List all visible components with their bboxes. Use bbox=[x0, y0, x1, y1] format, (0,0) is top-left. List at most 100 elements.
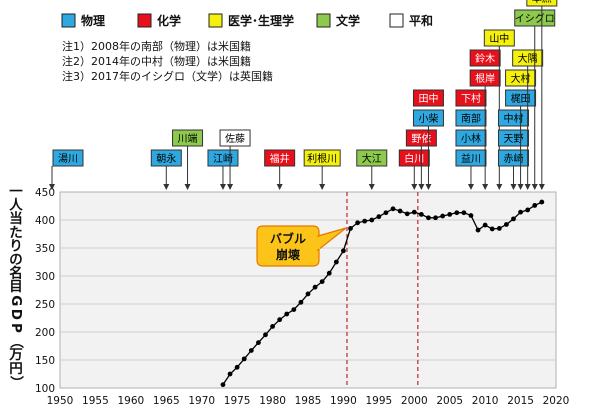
laureate-box-11 bbox=[412, 89, 444, 107]
legend-label-4: 平和 bbox=[409, 13, 433, 28]
ylabel-char-1: 人 bbox=[9, 198, 23, 214]
laureate-arrow-head-2016 bbox=[524, 184, 531, 190]
ylabel-char-13: 円 bbox=[9, 361, 23, 377]
ylabel-char-9: D bbox=[8, 309, 24, 320]
laureate-arrow-head-2012 bbox=[496, 184, 503, 190]
x-tick-label-4: 1970 bbox=[188, 395, 215, 407]
laureate-name-14: 南部 bbox=[461, 112, 481, 125]
footnote-2: 注2）2014年の中村（物理）は米国籍 bbox=[62, 54, 251, 68]
laureate-arrow-head-1968 bbox=[184, 184, 191, 190]
laureate-arrow-head-2010 bbox=[482, 184, 489, 190]
ylabel-char-0: 一 bbox=[9, 184, 23, 200]
laureate-name-8: 白川 bbox=[404, 152, 424, 165]
footnote-1: 注1）2008年の南部（物理）は米国籍 bbox=[62, 39, 251, 53]
data-point-2000 bbox=[411, 209, 417, 215]
y-tick-label-0: 100 bbox=[35, 383, 55, 395]
data-point-2018 bbox=[539, 199, 545, 205]
y-tick-label-2: 200 bbox=[35, 327, 55, 339]
y-tick-label-6: 400 bbox=[35, 215, 55, 227]
x-tick-label-3: 1965 bbox=[153, 395, 180, 407]
data-point-1975 bbox=[234, 364, 240, 370]
laureate-arrow-head-1987 bbox=[319, 184, 326, 190]
data-point-2012 bbox=[496, 226, 502, 231]
data-point-2013 bbox=[504, 222, 509, 227]
callout-line-2: 崩壊 bbox=[276, 247, 301, 262]
data-point-1984 bbox=[298, 299, 304, 305]
laureate-name-15: 下村 bbox=[461, 92, 481, 105]
data-point-2014 bbox=[511, 216, 516, 222]
data-point-1994 bbox=[369, 217, 375, 223]
laureate-arrow-head-2017 bbox=[531, 184, 538, 190]
data-point-1997 bbox=[390, 206, 396, 212]
data-point-1982 bbox=[284, 311, 290, 317]
data-point-2006 bbox=[454, 210, 460, 216]
laureate-name-5: 福井 bbox=[270, 152, 290, 165]
legend-label-0: 物理 bbox=[81, 13, 105, 28]
data-point-1998 bbox=[397, 208, 403, 214]
y-tick-label-1: 150 bbox=[35, 355, 55, 367]
ylabel-char-12: 万 bbox=[8, 347, 23, 363]
laureate-arrow-head-2000 bbox=[411, 184, 418, 190]
laureate-name-21: 中村 bbox=[503, 112, 523, 125]
legend-label-1: 化学 bbox=[157, 13, 181, 28]
laureate-box-15 bbox=[455, 89, 487, 107]
data-point-1990 bbox=[341, 248, 346, 254]
laureate-name-25: イシグロ bbox=[515, 12, 555, 25]
y-tick-label-4: 300 bbox=[35, 271, 55, 283]
ylabel-char-10: P bbox=[8, 323, 24, 333]
ylabel-char-14: ） bbox=[8, 376, 24, 390]
laureate-name-6: 利根川 bbox=[307, 152, 337, 165]
x-tick-label-13: 2015 bbox=[507, 395, 534, 407]
laureate-name-4: 佐藤 bbox=[225, 133, 245, 145]
laureate-arrow-head-1981 bbox=[276, 184, 283, 190]
data-point-1992 bbox=[355, 220, 360, 226]
laureate-name-13: 小林 bbox=[461, 132, 481, 145]
data-point-1991 bbox=[348, 226, 353, 231]
data-point-1976 bbox=[241, 356, 247, 362]
ylabel-char-6: 名 bbox=[9, 265, 23, 282]
data-point-1993 bbox=[362, 218, 368, 224]
y-tick-label-3: 250 bbox=[35, 299, 55, 311]
laureate-arrow-head-1949 bbox=[49, 184, 55, 190]
laureate-arrow-head-1965 bbox=[163, 184, 170, 190]
laureate-name-24: 大隅 bbox=[518, 52, 538, 65]
laureate-name-23: 大村 bbox=[511, 72, 531, 85]
plot-area bbox=[59, 191, 557, 389]
data-point-1987 bbox=[319, 279, 325, 284]
series-line-0 bbox=[222, 201, 543, 385]
laureate-name-26: 本庶 bbox=[532, 0, 552, 5]
laureate-name-2: 川端 bbox=[178, 132, 198, 145]
laureate-arrow-head-2002 bbox=[425, 184, 432, 190]
ylabel-char-11: （ bbox=[8, 335, 24, 349]
data-point-1979 bbox=[263, 332, 268, 338]
data-point-1977 bbox=[248, 348, 254, 353]
data-point-2011 bbox=[489, 226, 495, 232]
y-axis-ticks: 100 150 200 250 300 350 400 450 bbox=[35, 187, 55, 395]
laureate-arrow-head-2018 bbox=[538, 184, 545, 190]
data-point-2004 bbox=[440, 213, 446, 219]
laureate-arrow-head-1994 bbox=[368, 184, 375, 190]
data-point-1988 bbox=[326, 270, 332, 276]
data-point-2016 bbox=[525, 207, 531, 213]
legend-swatch-3 bbox=[316, 13, 331, 28]
legend-swatch-2 bbox=[208, 13, 223, 28]
x-tick-label-6: 1980 bbox=[259, 395, 286, 407]
laureate-name-22: 梶田 bbox=[511, 92, 531, 105]
bubble-burst-callout: バブル 崩壊 bbox=[256, 225, 347, 267]
x-tick-label-5: 1975 bbox=[224, 395, 251, 407]
data-point-2001 bbox=[418, 212, 424, 217]
ylabel-char-2: 当 bbox=[9, 210, 23, 227]
data-point-1985 bbox=[305, 291, 311, 297]
laureate-name-17: 鈴木 bbox=[475, 52, 495, 65]
legend-swatch-1 bbox=[137, 13, 152, 28]
data-point-2008 bbox=[468, 213, 474, 218]
x-tick-label-10: 2000 bbox=[401, 395, 428, 407]
x-tick-label-0: 1950 bbox=[47, 395, 74, 407]
legend: 物理 化学 医学･生理学 文学 平和 bbox=[61, 13, 433, 28]
data-point-1978 bbox=[256, 340, 261, 346]
ylabel-char-3: た bbox=[9, 225, 23, 241]
laureate-name-16: 根岸 bbox=[475, 72, 495, 85]
x-axis-ticks: 1950 1955 1960 1965 1970 1975 1980 1985 1990 1995… bbox=[47, 395, 570, 407]
